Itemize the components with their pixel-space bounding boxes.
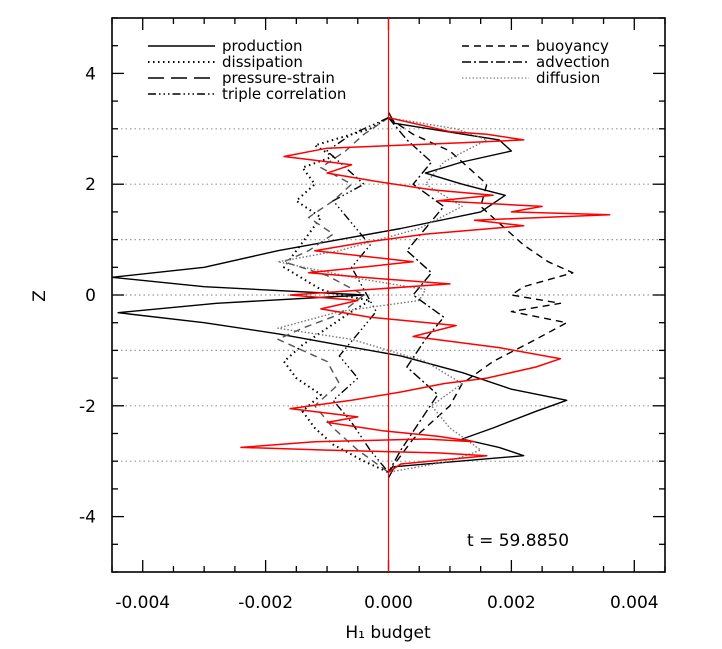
series-line-diffusion [277, 117, 488, 473]
x-tick-label: -0.002 [238, 593, 293, 613]
x-tick-label: 0.000 [364, 593, 413, 613]
y-tick-label: 0 [85, 286, 96, 306]
time-annotation: t = 59.8850 [467, 531, 569, 551]
x-tick-label: 0.002 [487, 593, 536, 613]
legend-label-buoyancy: buoyancy [536, 37, 609, 55]
y-tick-label: 4 [85, 64, 96, 84]
x-tick-label: -0.004 [115, 593, 170, 613]
series-group [112, 111, 611, 479]
legend-label-pressure-strain: pressure-strain [222, 69, 335, 87]
legend-label-production: production [222, 37, 303, 55]
y-tick-label: -4 [79, 508, 96, 528]
series-line-advection [387, 117, 445, 473]
legend: production dissipation pressure-strain t… [148, 37, 610, 103]
series-line-red-profile [240, 116, 611, 473]
y-tick-label: 2 [85, 175, 96, 195]
x-tick-label: 0.004 [610, 593, 659, 613]
legend-label-dissipation: dissipation [222, 53, 303, 71]
series-line-production [112, 111, 568, 479]
legend-label-diffusion: diffusion [536, 69, 600, 87]
series-line-pressure-strain [277, 117, 389, 473]
x-axis-label: H₁ budget [345, 623, 431, 643]
x-axis-ticks: -0.004 -0.002 0.000 0.002 0.004 [111, 18, 666, 613]
legend-label-triple-correlation: triple correlation [222, 85, 346, 103]
y-tick-label: -2 [79, 397, 96, 417]
series-line-dissipation [283, 116, 390, 474]
y-axis-label: Z [30, 290, 50, 302]
legend-label-advection: advection [536, 53, 610, 71]
y-axis-ticks: 4 2 0 -2 -4 [79, 17, 665, 573]
